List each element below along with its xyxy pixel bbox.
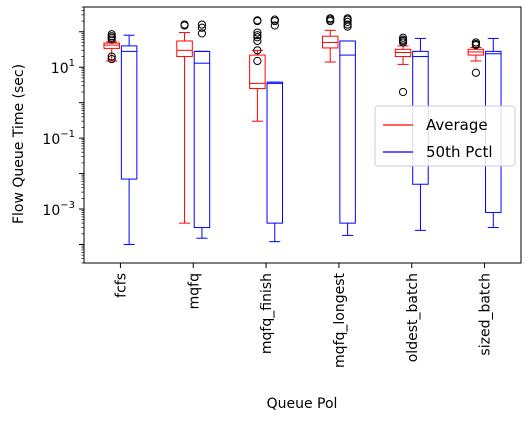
outlier-point bbox=[253, 16, 262, 25]
x-tick-label: sized_batch bbox=[478, 273, 494, 356]
legend-label: 50th Pctl bbox=[426, 143, 493, 161]
legend: Average 50th Pctl bbox=[374, 105, 516, 167]
x-axis-label: Queue Pol bbox=[267, 396, 338, 412]
outlier-point bbox=[270, 21, 279, 30]
iqr-box bbox=[249, 54, 266, 90]
box-fcfs bbox=[103, 30, 120, 64]
outlier-point bbox=[471, 68, 480, 77]
outlier-point bbox=[253, 46, 262, 55]
outlier-point bbox=[270, 15, 279, 24]
iqr-box bbox=[266, 81, 284, 224]
x-tick-label: mqfq bbox=[186, 273, 202, 309]
box-sized_batch bbox=[467, 38, 485, 77]
y-tick-exponent: −3 bbox=[60, 200, 75, 211]
box-oldest_batch bbox=[394, 33, 412, 97]
box-mqfq_longest bbox=[321, 14, 339, 63]
x-tick-label: oldest_batch bbox=[405, 273, 421, 362]
outlier-point bbox=[107, 52, 116, 61]
outlier-point bbox=[471, 38, 480, 47]
outlier-point bbox=[253, 33, 262, 42]
iqr-box bbox=[339, 40, 356, 224]
outlier-point bbox=[180, 20, 189, 29]
x-tick-label: fcfs bbox=[113, 273, 129, 298]
outlier-point bbox=[326, 14, 335, 23]
outlier-point bbox=[253, 31, 262, 40]
x-axis: fcfs mqfq mqfq_finish mqfq_longest oldest_ba… bbox=[113, 263, 494, 368]
legend-box bbox=[374, 105, 516, 167]
outlier-point bbox=[398, 33, 408, 42]
y-tick-label: 10−1 bbox=[42, 129, 75, 148]
y-tick-base: 10 bbox=[42, 132, 60, 148]
y-axis-label: Flow Queue Time (sec) bbox=[11, 64, 27, 224]
y-tick-label: 10−3 bbox=[42, 200, 75, 219]
box-groups bbox=[103, 14, 502, 245]
iqr-box bbox=[176, 40, 193, 58]
legend-label: Average bbox=[426, 116, 488, 134]
outlier-point bbox=[343, 14, 352, 23]
box-mqfq bbox=[176, 20, 193, 224]
box-fcfs bbox=[120, 34, 138, 245]
outlier-point bbox=[253, 28, 262, 37]
outlier-point bbox=[343, 20, 352, 29]
box-mqfq_finish bbox=[266, 15, 284, 243]
box-mqfq_finish bbox=[249, 16, 266, 122]
y-tick-exponent: 1 bbox=[69, 58, 75, 69]
outlier-point bbox=[107, 54, 116, 64]
plot-frame bbox=[83, 6, 522, 264]
x-tick-label: mqfq_longest bbox=[332, 272, 348, 367]
outlier-point bbox=[107, 30, 116, 39]
outlier-point bbox=[253, 56, 262, 66]
series-50th-pctl bbox=[120, 14, 502, 245]
iqr-box bbox=[120, 45, 138, 180]
outlier-point bbox=[253, 36, 262, 46]
outlier-point bbox=[197, 23, 207, 32]
y-tick-base: 10 bbox=[51, 61, 69, 77]
y-tick-exponent: −1 bbox=[60, 129, 75, 140]
y-tick-label: 101 bbox=[51, 58, 75, 77]
y-tick-base: 10 bbox=[42, 203, 60, 219]
outlier-point bbox=[197, 20, 207, 29]
outlier-point bbox=[197, 29, 207, 38]
box-mqfq bbox=[193, 20, 211, 239]
iqr-box bbox=[193, 50, 211, 229]
series-average bbox=[103, 14, 485, 224]
outlier-point bbox=[398, 87, 408, 97]
x-tick-label: mqfq_finish bbox=[259, 273, 275, 354]
outlier-point bbox=[343, 17, 352, 26]
box-mqfq_longest bbox=[339, 14, 356, 236]
